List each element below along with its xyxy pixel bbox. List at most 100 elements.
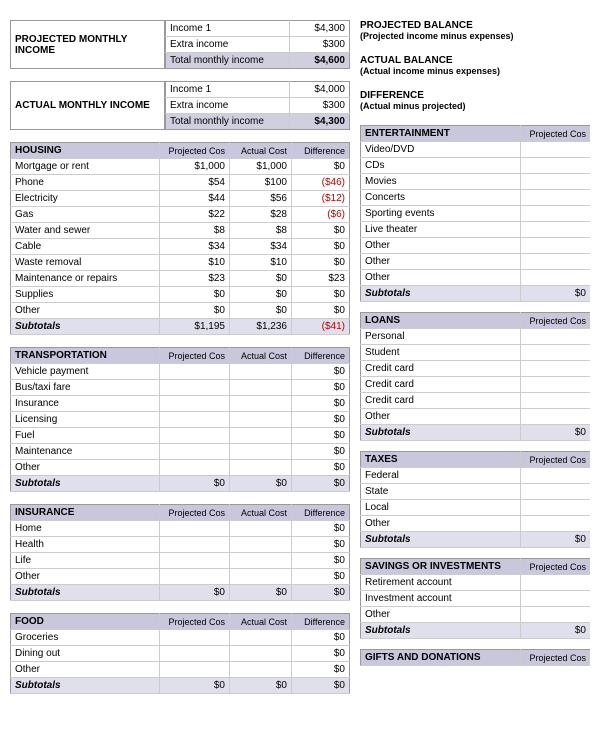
row-label: Supplies bbox=[11, 287, 160, 303]
income-row: Income 1$4,000 bbox=[166, 82, 350, 98]
row-difference: $0 bbox=[292, 396, 350, 412]
row-projected: $22 bbox=[160, 207, 230, 223]
category-row: Maintenance$0 bbox=[11, 444, 350, 460]
category-name: LOANS bbox=[361, 313, 521, 329]
row-actual bbox=[230, 630, 292, 646]
left-categories: HOUSINGProjected CosActual CostDifferenc… bbox=[10, 142, 350, 694]
row-label: Live theater bbox=[361, 222, 521, 238]
category-row: Other$0 bbox=[11, 569, 350, 585]
income-total-row: Total monthly income$4,300 bbox=[166, 114, 350, 130]
row-actual: $0 bbox=[230, 287, 292, 303]
row-projected: $54 bbox=[160, 175, 230, 191]
row-difference: $0 bbox=[292, 255, 350, 271]
row-difference: $0 bbox=[292, 303, 350, 319]
row-actual: $10 bbox=[230, 255, 292, 271]
category-header: HOUSINGProjected CosActual CostDifferenc… bbox=[11, 143, 350, 159]
category-name: GIFTS AND DONATIONS bbox=[361, 650, 521, 666]
row-projected bbox=[520, 393, 590, 409]
category-row: Movies bbox=[361, 174, 591, 190]
category-table: GIFTS AND DONATIONSProjected Cos bbox=[360, 649, 590, 666]
row-actual bbox=[230, 396, 292, 412]
row-projected bbox=[520, 500, 590, 516]
subtotal-row: Subtotals$0 bbox=[361, 425, 591, 441]
row-label: Insurance bbox=[11, 396, 160, 412]
row-difference: ($46) bbox=[292, 175, 350, 191]
subtotal-label: Subtotals bbox=[11, 319, 160, 335]
row-label: Other bbox=[361, 254, 521, 270]
category-row: Student bbox=[361, 345, 591, 361]
category-header: TRANSPORTATIONProjected CosActual CostDi… bbox=[11, 348, 350, 364]
row-label: Licensing bbox=[11, 412, 160, 428]
col-actual: Actual Cost bbox=[230, 505, 292, 521]
budget-layout: PROJECTED MONTHLY INCOME Income 1$4,300 … bbox=[10, 20, 590, 706]
subtotal-actual: $0 bbox=[230, 476, 292, 492]
category-row: Other bbox=[361, 238, 591, 254]
col-difference: Difference bbox=[292, 348, 350, 364]
row-label: CDs bbox=[361, 158, 521, 174]
subtotal-projected: $0 bbox=[520, 623, 590, 639]
row-label: Retirement account bbox=[361, 575, 521, 591]
category-row: Licensing$0 bbox=[11, 412, 350, 428]
row-projected bbox=[520, 575, 590, 591]
summary-block: PROJECTED BALANCE(Projected income minus… bbox=[360, 20, 590, 41]
row-label: Other bbox=[11, 303, 160, 319]
subtotal-row: Subtotals$1,195$1,236($41) bbox=[11, 319, 350, 335]
row-difference: $0 bbox=[292, 380, 350, 396]
col-difference: Difference bbox=[292, 614, 350, 630]
row-projected bbox=[520, 484, 590, 500]
category-header: TAXESProjected Cos bbox=[361, 452, 591, 468]
row-difference: $0 bbox=[292, 537, 350, 553]
row-difference: $23 bbox=[292, 271, 350, 287]
subtotal-row: Subtotals$0$0$0 bbox=[11, 476, 350, 492]
row-label: Sporting events bbox=[361, 206, 521, 222]
summary-sub: (Projected income minus expenses) bbox=[360, 31, 590, 41]
row-projected bbox=[520, 329, 590, 345]
category-row: Insurance $0 bbox=[11, 396, 350, 412]
row-label: Water and sewer bbox=[11, 223, 160, 239]
row-projected: $1,000 bbox=[160, 159, 230, 175]
category-table: TRANSPORTATIONProjected CosActual CostDi… bbox=[10, 347, 350, 492]
row-label: Maintenance bbox=[11, 444, 160, 460]
row-label: Gas bbox=[11, 207, 160, 223]
row-projected bbox=[520, 516, 590, 532]
income-row: Extra income$300 bbox=[166, 98, 350, 114]
row-actual bbox=[230, 662, 292, 678]
row-label: Investment account bbox=[361, 591, 521, 607]
row-projected bbox=[160, 521, 230, 537]
subtotal-label: Subtotals bbox=[11, 585, 160, 601]
income-total-row: Total monthly income$4,600 bbox=[166, 53, 350, 69]
row-actual bbox=[230, 380, 292, 396]
row-label: Movies bbox=[361, 174, 521, 190]
category-row: Federal bbox=[361, 468, 591, 484]
actual-income-table: Income 1$4,000 Extra income$300 Total mo… bbox=[165, 81, 350, 130]
subtotal-label: Subtotals bbox=[361, 286, 521, 302]
col-projected: Projected Cos bbox=[520, 313, 590, 329]
summary-sub: (Actual minus projected) bbox=[360, 101, 590, 111]
row-actual bbox=[230, 537, 292, 553]
category-row: Maintenance or repairs$23$0$23 bbox=[11, 271, 350, 287]
category-row: Gas$22$28($6) bbox=[11, 207, 350, 223]
row-projected: $0 bbox=[160, 287, 230, 303]
category-row: Fuel$0 bbox=[11, 428, 350, 444]
row-difference: $0 bbox=[292, 159, 350, 175]
summary-block: ACTUAL BALANCE(Actual income minus expen… bbox=[360, 55, 590, 76]
category-row: Other bbox=[361, 270, 591, 286]
subtotal-projected: $0 bbox=[520, 286, 590, 302]
projected-income-label: PROJECTED MONTHLY INCOME bbox=[10, 20, 165, 69]
col-projected: Projected Cos bbox=[520, 559, 590, 575]
category-table: LOANSProjected CosPersonalStudentCredit … bbox=[360, 312, 590, 441]
subtotal-row: Subtotals$0 bbox=[361, 286, 591, 302]
row-projected bbox=[160, 364, 230, 380]
row-projected bbox=[520, 591, 590, 607]
row-projected: $34 bbox=[160, 239, 230, 255]
category-header: GIFTS AND DONATIONSProjected Cos bbox=[361, 650, 591, 666]
category-header: INSURANCEProjected CosActual CostDiffere… bbox=[11, 505, 350, 521]
right-column: PROJECTED BALANCE(Projected income minus… bbox=[360, 20, 590, 706]
category-row: Sporting events bbox=[361, 206, 591, 222]
col-actual: Actual Cost bbox=[230, 614, 292, 630]
row-label: Other bbox=[361, 238, 521, 254]
actual-income-label: ACTUAL MONTHLY INCOME bbox=[10, 81, 165, 130]
category-row: Live theater bbox=[361, 222, 591, 238]
category-row: Supplies$0$0$0 bbox=[11, 287, 350, 303]
row-actual bbox=[230, 553, 292, 569]
